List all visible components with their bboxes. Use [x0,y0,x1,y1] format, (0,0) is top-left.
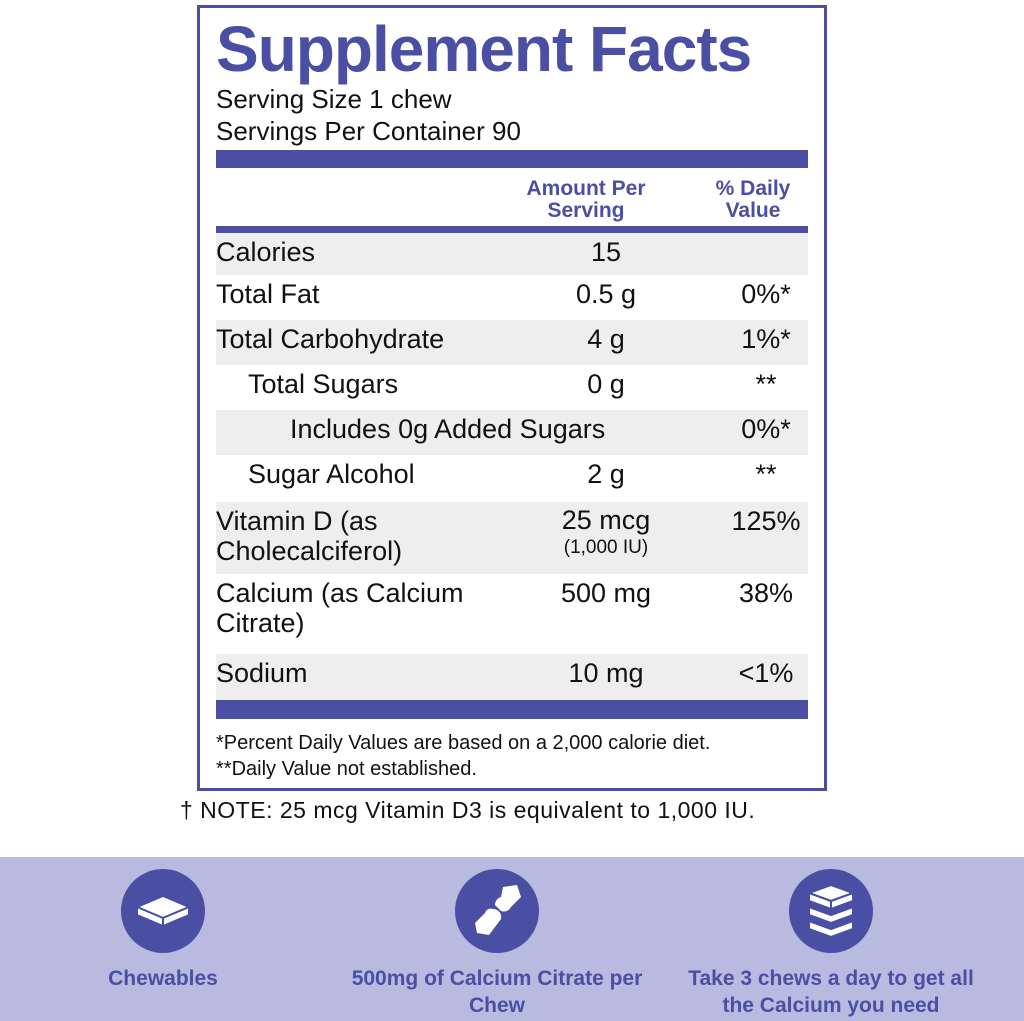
chewable-icon [121,869,205,953]
amount: 4 g [587,324,625,354]
daily-value: <1% [738,658,794,688]
daily-value: 0%* [741,414,791,444]
servings-per-container: Servings Per Container 90 [216,116,521,146]
stacked-chews-icon [789,869,873,953]
amount: 2 g [587,459,625,489]
table-row: Vitamin D (as Cholecalciferol) 25 mcg (1,0… [216,502,808,574]
divider-bar [216,700,808,719]
amount: 10 mg [568,658,644,688]
nutrient-name: Calories [216,237,316,267]
amount: 500 mg [560,578,652,608]
table-row: Calories 15 [216,233,808,275]
divider-bar [216,226,808,233]
panel-title: Supplement Facts [216,13,752,85]
supplement-facts-panel: Supplement Facts Serving Size 1 chew Ser… [197,5,827,791]
nutrient-name: Total Fat [216,279,320,309]
feature-dosage: Take 3 chews a day to get all the Calciu… [671,869,991,1019]
nutrient-name: Sugar Alcohol [248,459,415,489]
amount-header: Amount Per Serving [526,177,646,222]
nutrient-name: Calcium (as Calcium Citrate) [216,578,464,638]
feature-label: 500mg of Calcium Citrate per Chew [351,967,643,1017]
serving-size: Serving Size 1 chew [216,84,452,114]
amount-value: 25 mcg [561,505,651,535]
feature-label: Take 3 chews a day to get all the Calciu… [688,967,974,1017]
nutrient-name: Vitamin D (as Cholecalciferol) [216,506,403,566]
feature-chewables: Chewables [3,869,323,992]
footnote: *Percent Daily Values are based on a 2,0… [216,732,711,754]
daily-value: 125% [731,506,801,536]
table-row: Sodium 10 mg <1% [216,654,808,700]
divider-bar [216,150,808,168]
nutrient-name: Total Sugars [248,369,399,399]
table-row: Sugar Alcohol 2 g ** [216,455,808,502]
amount: 15 [590,237,622,267]
feature-calcium: 500mg of Calcium Citrate per Chew [337,869,657,1019]
table-row: Total Fat 0.5 g 0%* [216,275,808,320]
amount: 25 mcg (1,000 IU) [506,506,706,562]
daily-value: 0%* [741,279,791,309]
nutrient-name: Sodium [216,658,308,688]
feature-label: Chewables [108,967,218,990]
nutrient-name: Includes 0g Added Sugars [290,414,606,444]
table-row: Total Sugars 0 g ** [216,365,808,410]
bone-joint-icon [455,869,539,953]
dv-header: % Daily Value [715,177,791,222]
amount: 0 g [587,369,625,399]
daily-value: ** [755,369,777,399]
amount-sub: (1,000 IU) [563,537,649,558]
footnote: **Daily Value not established. [216,758,477,780]
table-row: Calcium (as Calcium Citrate) 500 mg 38% [216,574,808,654]
table-row: Includes 0g Added Sugars 0%* [216,410,808,455]
vitamin-d-note: † NOTE: 25 mcg Vitamin D3 is equivalent … [180,797,756,823]
daily-value: ** [755,459,777,489]
daily-value: 1%* [741,324,791,354]
daily-value: 38% [738,578,794,608]
nutrient-name: Total Carbohydrate [216,324,445,354]
features-band: Chewables 500mg of Calcium Citrate per C… [0,857,1024,1021]
amount: 0.5 g [575,279,637,309]
table-row: Total Carbohydrate 4 g 1%* [216,320,808,365]
